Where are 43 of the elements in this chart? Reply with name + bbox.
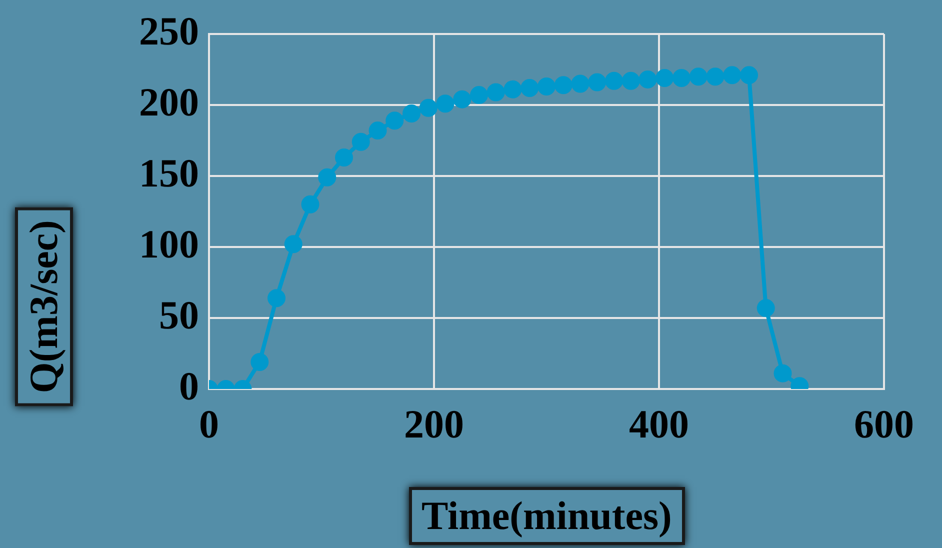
y-tick-label: 0 [179, 363, 199, 408]
point [538, 78, 556, 96]
point [638, 70, 657, 88]
point [486, 83, 505, 102]
point [352, 132, 370, 151]
y-tick-label: 50 [159, 292, 199, 338]
point [774, 364, 792, 382]
point [605, 72, 623, 90]
point [386, 112, 404, 130]
point [419, 98, 438, 117]
point [436, 94, 454, 113]
point [622, 72, 640, 90]
point [672, 69, 690, 88]
point [301, 195, 320, 214]
point [554, 76, 572, 94]
point [368, 122, 387, 140]
point [504, 80, 522, 98]
y-tick-label: 250 [139, 8, 199, 54]
point [756, 299, 775, 318]
point [520, 78, 539, 97]
point [656, 69, 674, 88]
point [470, 86, 488, 104]
y-axis-title: Q(m3/sec) [15, 207, 73, 406]
point [706, 68, 724, 86]
point [318, 168, 336, 186]
point [588, 73, 606, 92]
x-tick-label: 400 [629, 401, 689, 446]
point [250, 353, 269, 372]
y-tick-label: 150 [139, 150, 199, 196]
point [453, 90, 472, 108]
point [689, 68, 708, 86]
x-tick-label: 600 [854, 401, 914, 446]
point [402, 104, 420, 123]
point [723, 66, 742, 84]
point [571, 74, 590, 93]
point [740, 66, 758, 84]
point [284, 235, 302, 254]
point [268, 289, 286, 308]
point [335, 148, 353, 167]
y-tick-label: 200 [139, 79, 199, 124]
x-tick-label: 200 [404, 401, 464, 446]
y-tick-label: 100 [139, 221, 199, 266]
x-axis-title: Time(minutes) [408, 487, 685, 545]
